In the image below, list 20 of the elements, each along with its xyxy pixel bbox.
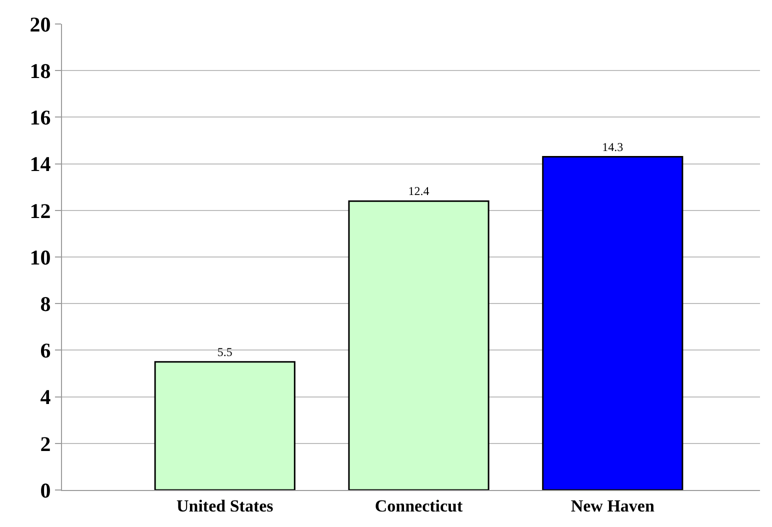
y-tick-label: 10 [30, 245, 51, 270]
y-tick-label: 2 [40, 432, 51, 456]
y-tick-label: 4 [40, 385, 52, 410]
bar [154, 361, 296, 490]
x-tick-label: United States [176, 496, 274, 516]
y-tick-label: 0 [40, 478, 51, 502]
bar [348, 200, 490, 490]
y-tick-label: 12 [30, 198, 51, 223]
x-tick-label: Connecticut [374, 496, 464, 516]
bar [542, 156, 684, 490]
y-tick-label: 18 [30, 58, 51, 83]
y-tick-label: 6 [40, 338, 51, 363]
data-label: 5.5 [217, 344, 232, 359]
data-label: 12.4 [408, 184, 430, 198]
y-tick-label: 8 [40, 292, 51, 316]
y-tick-label: 20 [30, 12, 51, 36]
x-tick-label: New Haven [570, 496, 655, 516]
y-tick-label: 16 [30, 106, 51, 130]
data-label: 14.3 [602, 140, 624, 154]
y-tick-label: 14 [30, 152, 52, 176]
